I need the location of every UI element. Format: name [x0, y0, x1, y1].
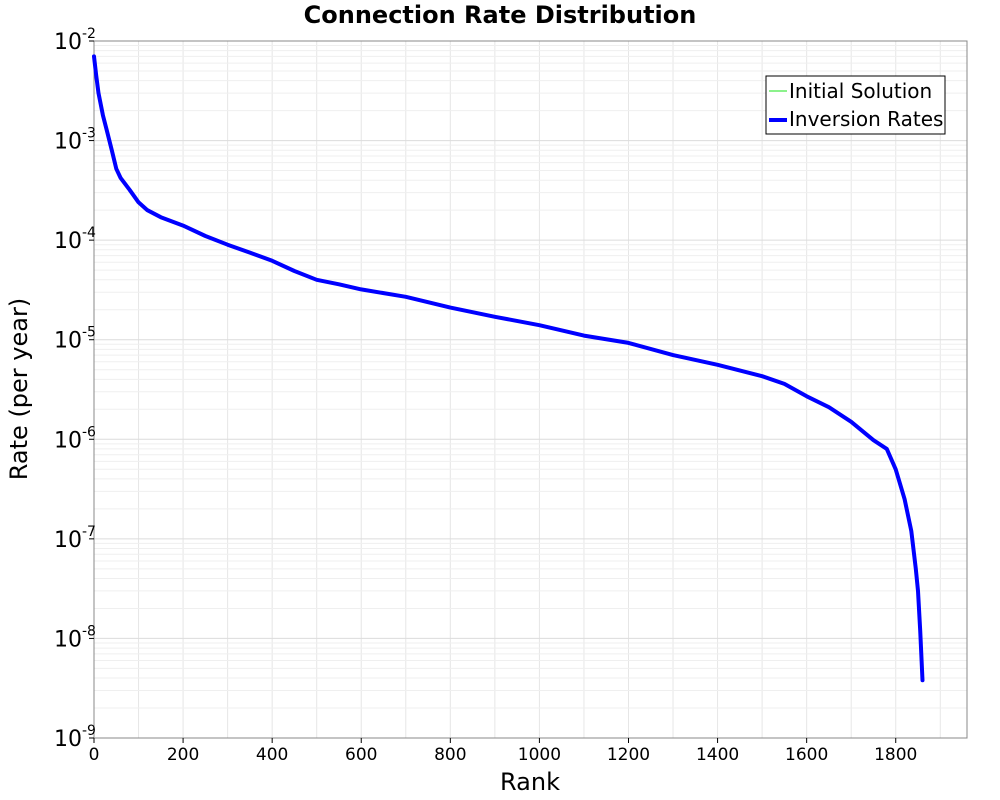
x-tick-label: 1000: [518, 745, 561, 765]
y-tick-label: 10-4: [54, 225, 96, 254]
x-tick-label: 600: [345, 745, 377, 765]
legend: Initial Solution Inversion Rates: [765, 75, 946, 135]
x-tick-label: 400: [256, 745, 288, 765]
legend-label-initial-solution: Initial Solution: [789, 79, 932, 103]
x-axis-ticks: 0 200 400 600 800 1000 1200 1400 1600 1800: [89, 738, 917, 765]
x-tick-label: 0: [89, 745, 100, 765]
y-tick-label: 10-3: [54, 126, 96, 155]
y-tick-label: 10-5: [54, 325, 96, 354]
y-tick-label: 10-8: [54, 623, 96, 652]
y-tick-label: 10-7: [54, 524, 96, 553]
x-tick-label: 800: [434, 745, 466, 765]
legend-label-inversion-rates: Inversion Rates: [789, 107, 943, 131]
chart-title: Connection Rate Distribution: [304, 1, 697, 29]
x-tick-label: 1600: [785, 745, 828, 765]
legend-box: [765, 75, 946, 135]
y-axis-ticks: 10-2 10-3 10-4 10-5 10-6 10-7 10-8 10-9: [54, 26, 96, 752]
x-tick-label: 1200: [607, 745, 650, 765]
plot-border: [93, 40, 968, 739]
x-tick-label: 1800: [874, 745, 917, 765]
y-axis-label: Rate (per year): [5, 298, 33, 480]
x-tick-label: 200: [167, 745, 199, 765]
x-axis-label: Rank: [500, 768, 560, 796]
plot-area: [94, 41, 967, 738]
series-layer: [92, 54, 925, 683]
x-tick-label: 1400: [696, 745, 739, 765]
y-tick-label: 10-2: [54, 26, 96, 55]
y-tick-label: 10-6: [54, 424, 96, 453]
series-line-inversion-rates: [92, 54, 925, 683]
y-tick-label: 10-9: [54, 723, 96, 752]
